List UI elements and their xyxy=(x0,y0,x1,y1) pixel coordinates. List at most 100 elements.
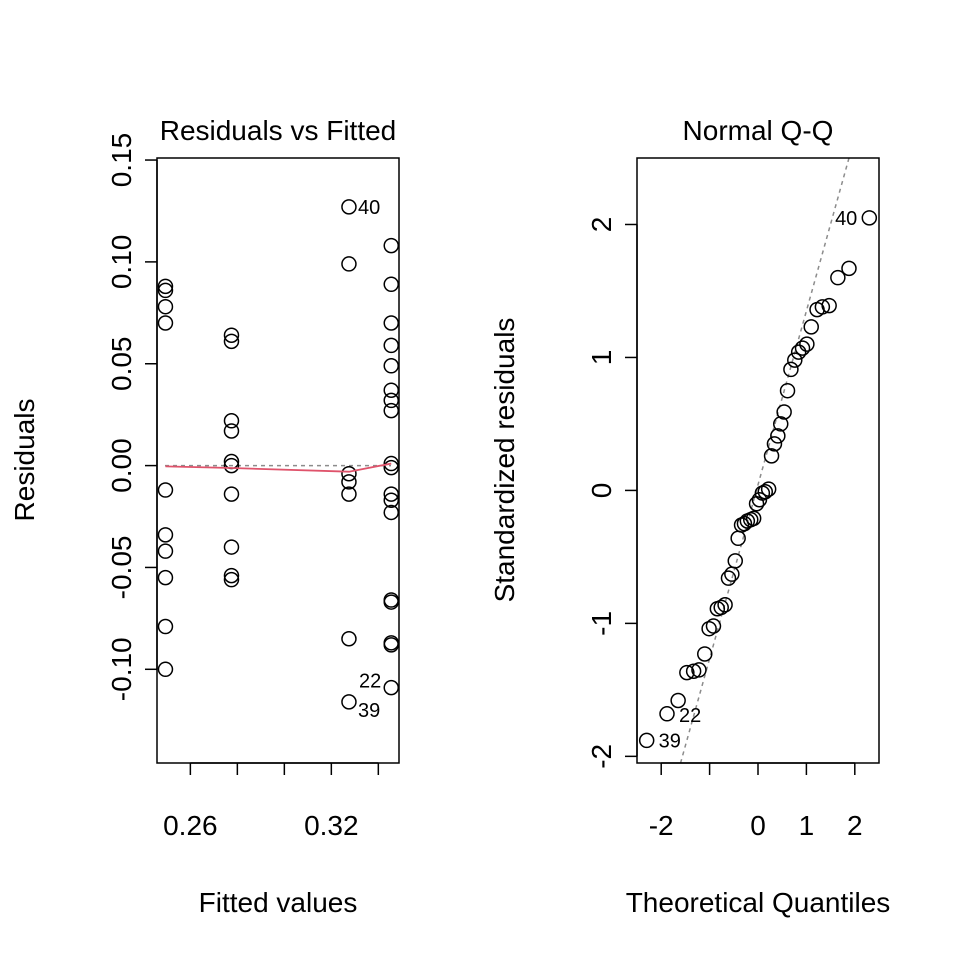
data-point xyxy=(713,599,729,616)
data-point xyxy=(157,618,174,635)
data-point xyxy=(383,237,399,254)
data-point xyxy=(157,298,174,315)
chart-title: Normal Q-Q xyxy=(683,115,834,146)
data-point xyxy=(383,392,399,409)
data-point xyxy=(772,416,789,432)
x-axis: -2 0 1 2 xyxy=(649,762,863,841)
data-point xyxy=(383,492,399,508)
data-point xyxy=(383,455,399,472)
y-tick-label: -0.05 xyxy=(106,536,137,600)
data-point xyxy=(720,570,737,586)
data-point xyxy=(803,319,819,335)
data-point xyxy=(223,539,240,555)
data-point xyxy=(383,276,399,293)
data-point xyxy=(157,569,174,586)
chart-title: Residuals vs Fitted xyxy=(160,115,397,146)
data-point xyxy=(701,620,717,637)
y-tick-label: 2 xyxy=(586,217,617,233)
y-tick-label: -0.10 xyxy=(106,637,137,701)
data-point xyxy=(341,474,357,490)
data-point xyxy=(341,630,357,647)
y-axis-label: Standardized residuals xyxy=(489,318,520,603)
y-tick-label: 1 xyxy=(586,350,617,366)
data-point xyxy=(383,358,399,374)
y-tick-label: -1 xyxy=(586,611,617,636)
data-point xyxy=(157,315,174,331)
y-tick-label: 0.05 xyxy=(106,336,137,391)
data-point xyxy=(223,457,240,474)
data-point xyxy=(670,692,686,709)
plot-area: 40 39 22 xyxy=(157,197,399,722)
data-point xyxy=(341,256,357,272)
data-point xyxy=(383,679,399,696)
data-point xyxy=(223,571,240,588)
data-point xyxy=(799,336,815,352)
y-axis-label: Residuals xyxy=(9,399,40,522)
point-label: 40 xyxy=(835,208,857,230)
data-point xyxy=(157,661,174,678)
y-axis: -2 -1 0 1 2 xyxy=(586,217,638,769)
data-point xyxy=(717,597,733,613)
data-point xyxy=(783,361,799,378)
x-axis: 0.26 0.32 xyxy=(163,762,380,841)
data-point xyxy=(697,646,713,662)
data-point xyxy=(727,553,744,569)
data-point xyxy=(223,486,240,502)
data-point xyxy=(383,504,399,521)
residuals-vs-fitted-panel: Residuals vs Fitted 40 39 22 0.26 0.32 -0.1… xyxy=(9,115,400,918)
data-point xyxy=(383,486,399,502)
x-tick-label: 0 xyxy=(750,810,766,841)
data-point xyxy=(794,340,811,356)
reference-line xyxy=(679,157,850,764)
x-tick-label: 0.26 xyxy=(163,810,218,841)
data-point xyxy=(790,344,807,360)
data-point xyxy=(770,428,786,444)
data-point xyxy=(787,352,803,368)
data-point xyxy=(341,465,357,482)
y-tick-label: 0 xyxy=(586,483,617,499)
x-tick-label: 1 xyxy=(799,810,815,841)
data-point xyxy=(383,382,399,398)
data-point xyxy=(383,402,399,419)
x-axis-label: Theoretical Quantiles xyxy=(626,887,891,918)
data-point xyxy=(821,297,837,314)
data-point xyxy=(757,483,774,500)
point-label: 39 xyxy=(358,700,380,722)
data-point xyxy=(341,694,357,710)
data-point xyxy=(341,199,357,215)
data-point xyxy=(223,327,240,343)
point-label: 39 xyxy=(659,730,681,752)
y-tick-label: 0.00 xyxy=(106,438,137,493)
data-point xyxy=(685,663,702,680)
x-axis-label: Fitted values xyxy=(199,887,358,918)
data-point xyxy=(760,481,777,497)
point-label: 40 xyxy=(358,197,380,219)
data-point xyxy=(766,436,783,452)
data-point xyxy=(691,662,707,678)
data-point xyxy=(383,637,399,653)
data-point xyxy=(223,413,240,429)
data-point xyxy=(341,486,357,502)
data-point xyxy=(679,664,695,681)
y-tick-label: 0.10 xyxy=(106,235,137,290)
data-point xyxy=(776,404,792,420)
x-tick-label: 2 xyxy=(847,810,863,841)
data-point xyxy=(659,706,675,722)
data-point xyxy=(638,732,655,749)
data-point xyxy=(157,278,174,295)
y-axis: -0.10 -0.05 0.00 0.05 0.10 0.15 xyxy=(106,133,158,701)
data-point xyxy=(814,299,831,315)
data-point xyxy=(383,594,399,610)
y-tick-label: -2 xyxy=(586,744,617,769)
data-point xyxy=(157,543,174,559)
data-point xyxy=(830,269,846,286)
x-tick-label: 0.32 xyxy=(304,810,359,841)
data-point xyxy=(779,382,796,399)
data-point xyxy=(223,567,240,584)
data-point xyxy=(751,491,768,508)
data-point xyxy=(861,210,878,226)
data-point xyxy=(157,482,174,498)
plot-area: 39 22 40 xyxy=(638,157,878,764)
data-point xyxy=(223,333,240,350)
data-point xyxy=(383,337,399,354)
